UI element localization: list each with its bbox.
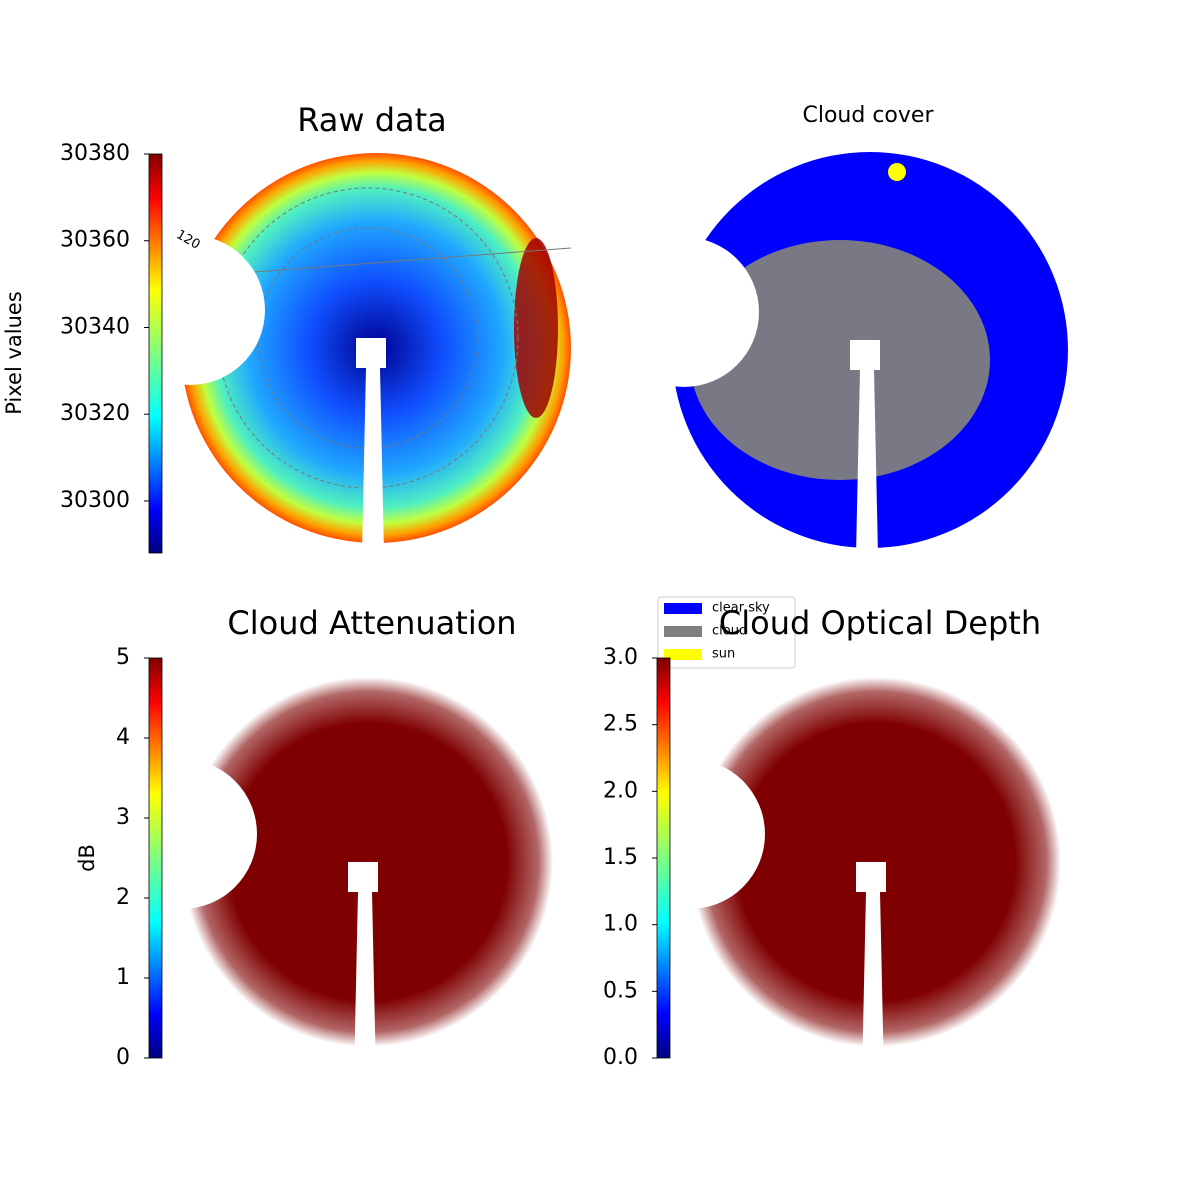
legend-label: sun (712, 647, 735, 662)
image-mask (354, 892, 376, 1077)
colorbar-tick-label: 30300 (60, 488, 130, 513)
image-mask (107, 759, 257, 909)
colorbar-tick-label: 30380 (60, 141, 130, 166)
legend-label: cloud (712, 624, 747, 639)
colorbar (148, 153, 163, 554)
colorbar-tick-label: 5 (116, 645, 130, 670)
sky-image (690, 240, 990, 480)
image-mask (856, 370, 878, 555)
colorbar-tick-label: 30340 (60, 314, 130, 339)
colorbar (656, 657, 671, 1059)
image-mask (348, 862, 378, 892)
colorbar-tick-label: 2 (116, 885, 130, 910)
colorbar-label: dB (75, 844, 99, 872)
image-mask (356, 338, 386, 368)
colorbar-tick-label: 30320 (60, 401, 130, 426)
panel-title: Raw data (297, 101, 447, 139)
colorbar-tick-label: 0.5 (603, 978, 638, 1003)
sky-image (514, 238, 558, 418)
image-mask (856, 862, 886, 892)
colorbar-tick-label: 1.5 (603, 845, 638, 870)
sky-image (888, 163, 906, 181)
colorbar (148, 657, 163, 1059)
image-mask (115, 235, 265, 385)
image-mask (609, 237, 759, 387)
panel-title: Cloud cover (803, 103, 935, 128)
colorbar-tick-label: 0 (116, 1045, 130, 1070)
legend-swatch (664, 649, 702, 660)
legend-swatch (664, 626, 702, 637)
colorbar-tick-label: 2.0 (603, 778, 638, 803)
colorbar-tick-label: 1.0 (603, 912, 638, 937)
legend-label: clear sky (712, 601, 770, 616)
polar-grid (240, 247, 572, 274)
colorbar-tick-label: 1 (116, 965, 130, 990)
colorbar-tick-label: 2.5 (603, 712, 638, 737)
panel-title: Cloud Optical Depth (719, 604, 1041, 642)
colorbar-tick-label: 0.0 (603, 1045, 638, 1070)
image-mask (362, 368, 384, 553)
image-mask (862, 892, 884, 1077)
colorbar-tick-label: 3.0 (603, 645, 638, 670)
colorbar-tick-label: 30360 (60, 228, 130, 253)
colorbar-tick-label: 4 (116, 725, 130, 750)
image-mask (850, 340, 880, 370)
legend-swatch (664, 603, 702, 614)
panel-title: Cloud Attenuation (227, 604, 516, 642)
image-mask (615, 759, 765, 909)
colorbar-tick-label: 3 (116, 805, 130, 830)
colorbar-label: Pixel values (2, 291, 26, 415)
